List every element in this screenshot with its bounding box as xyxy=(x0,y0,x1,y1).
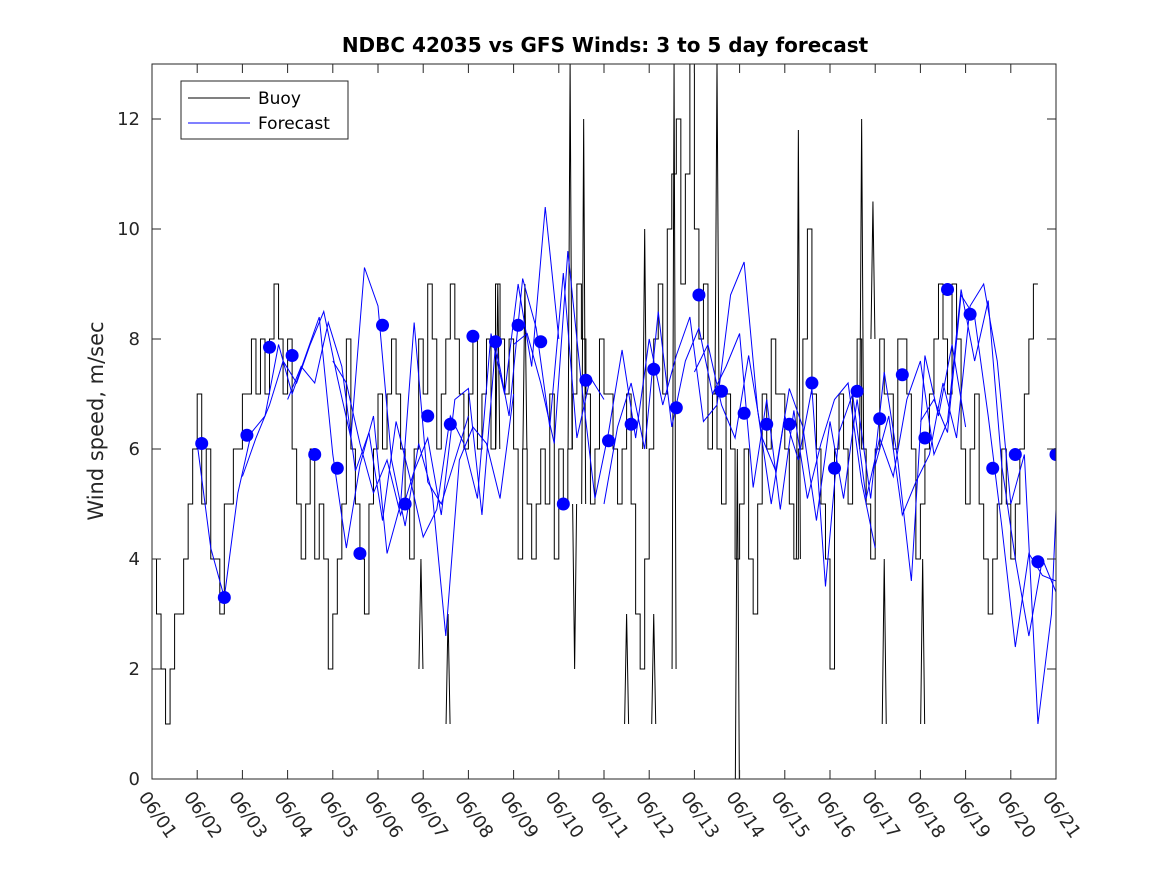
forecast-marker xyxy=(240,428,254,442)
forecast-marker xyxy=(421,409,435,423)
y-tick-label: 8 xyxy=(129,329,140,350)
buoy-spike xyxy=(795,129,801,560)
buoy-series xyxy=(152,64,1038,779)
y-axis: 0 2 4 6 8 10 12 xyxy=(117,109,1056,790)
forecast-marker xyxy=(534,335,548,349)
forecast-marker xyxy=(737,406,751,420)
forecast-line xyxy=(513,250,786,505)
buoy-spike xyxy=(624,613,630,725)
forecast-marker xyxy=(353,547,367,560)
buoy-spike xyxy=(671,64,677,670)
buoy-line xyxy=(152,64,1038,725)
buoy-spike xyxy=(870,201,876,340)
forecast-marker xyxy=(895,368,909,382)
forecast-marker xyxy=(195,437,209,450)
y-tick-label: 0 xyxy=(129,769,140,790)
buoy-spike xyxy=(859,118,865,450)
buoy-spike xyxy=(495,283,501,450)
buoy-spike xyxy=(714,64,720,395)
forecast-marker xyxy=(647,362,661,376)
forecast-marker xyxy=(692,288,706,302)
forecast-marker xyxy=(285,349,299,362)
forecast-marker xyxy=(782,417,796,431)
buoy-spike xyxy=(881,558,887,725)
forecast-marker xyxy=(263,340,277,354)
forecast-marker xyxy=(828,461,842,475)
forecast-marker xyxy=(850,384,864,398)
forecast-marker xyxy=(873,412,887,426)
forecast-line xyxy=(784,289,1056,637)
forecast-line xyxy=(241,267,515,637)
buoy-spike xyxy=(522,283,528,450)
buoy-spike xyxy=(642,228,648,450)
forecast-marker xyxy=(986,461,1000,475)
legend-forecast-label: Forecast xyxy=(258,114,330,134)
buoy-spike xyxy=(651,613,657,725)
forecast-marker xyxy=(715,384,729,398)
y-tick-label: 6 xyxy=(129,439,140,460)
buoy-spike xyxy=(920,558,926,725)
forecast-line xyxy=(874,282,1056,725)
buoy-spike xyxy=(572,503,578,670)
forecast-marker xyxy=(1049,448,1056,461)
legend-box xyxy=(180,80,349,140)
forecast-marker xyxy=(556,497,570,511)
forecast-marker xyxy=(330,461,344,475)
buoy-spike xyxy=(418,558,424,670)
forecast-line xyxy=(196,316,469,598)
y-tick-label: 10 xyxy=(117,219,140,240)
buoy-spike xyxy=(445,613,451,725)
forecast-marker xyxy=(466,329,480,343)
forecast-marker xyxy=(217,591,231,604)
forecast-marker xyxy=(511,318,525,332)
y-tick-label: 12 xyxy=(117,109,140,130)
legend: Buoy Forecast xyxy=(180,80,349,140)
forecast-marker xyxy=(1031,555,1045,569)
forecast-marker xyxy=(624,417,638,431)
forecast-marker xyxy=(376,318,390,332)
buoy-spike xyxy=(567,64,573,450)
forecast-marker xyxy=(308,448,322,461)
forecast-marker xyxy=(805,376,819,390)
forecast-marker xyxy=(489,335,503,349)
forecast-marker xyxy=(760,417,774,431)
forecast-marker xyxy=(579,373,593,387)
forecast-marker xyxy=(602,434,616,448)
forecast-marker xyxy=(669,401,683,415)
forecast-markers xyxy=(195,283,1056,604)
legend-buoy-label: Buoy xyxy=(258,89,301,109)
forecast-marker xyxy=(1008,448,1022,461)
forecast-marker xyxy=(918,431,932,445)
plot-area xyxy=(152,64,1056,779)
y-axis-label: Wind speed, m/sec xyxy=(84,321,108,520)
y-tick-label: 4 xyxy=(129,549,140,570)
forecast-line xyxy=(603,311,876,549)
buoy-spike xyxy=(734,448,740,779)
y-tick-label: 2 xyxy=(129,659,140,680)
forecast-marker xyxy=(398,497,412,511)
forecast-line xyxy=(332,272,605,517)
forecast-marker xyxy=(941,283,955,296)
forecast-marker xyxy=(963,307,977,321)
forecast-marker xyxy=(443,417,457,431)
chart-title: NDBC 42035 vs GFS Winds: 3 to 5 day fore… xyxy=(342,33,869,57)
